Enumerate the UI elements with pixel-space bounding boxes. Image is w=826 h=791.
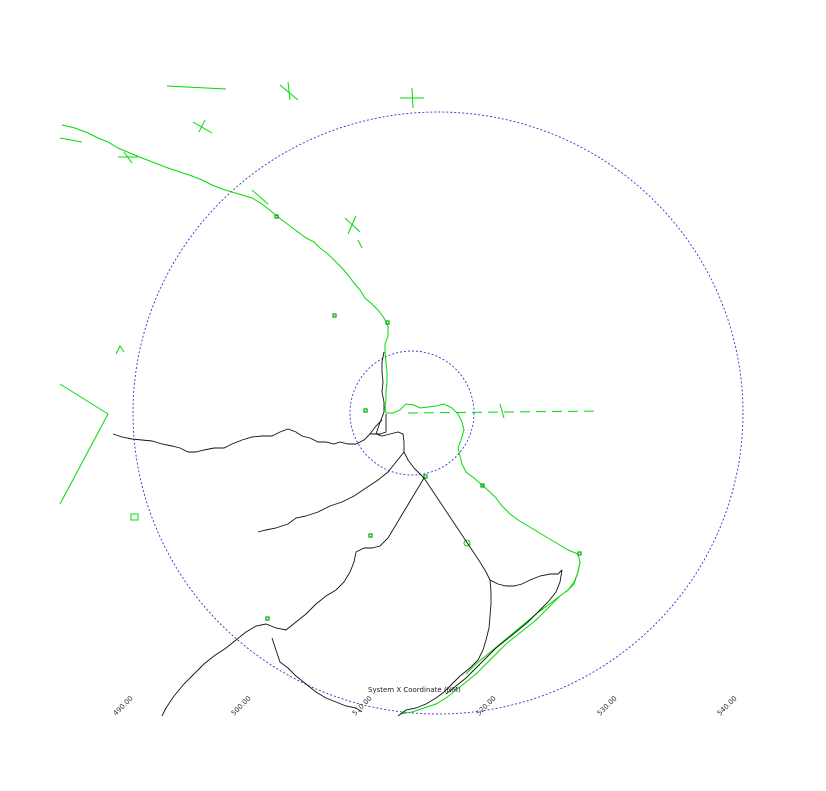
cross-mark-3a [192, 121, 213, 134]
road-south-long [161, 477, 425, 717]
short-segment-west [59, 137, 83, 143]
station-marker-2 [332, 313, 337, 318]
inner-range-ring [349, 350, 475, 476]
cross-mark-1b [287, 81, 291, 101]
road-layer [112, 351, 563, 717]
cross-mark-5b [347, 215, 357, 235]
x-axis: 490.00 500.00 510.00 520.00 530.00 540.0… [112, 686, 739, 717]
x-tick-label: 490.00 [112, 694, 135, 717]
cross-mark-2b [411, 87, 414, 109]
coastline-layer [59, 81, 601, 715]
x-axis-title: System X Coordinate (NM) [368, 686, 461, 694]
western-boundary [59, 383, 109, 505]
station-marker-7 [368, 533, 373, 538]
dashed-boundary-line [407, 410, 601, 414]
station-marker-6 [480, 483, 485, 488]
station-marker-9 [265, 616, 270, 621]
x-tick-label: 500.00 [230, 694, 253, 717]
outer-range-ring [132, 111, 744, 715]
cross-mark-6a [251, 189, 269, 205]
road-inner-branch [370, 414, 387, 435]
road-west [112, 419, 383, 453]
road-coast-south [445, 569, 563, 695]
coastline-return-south [565, 561, 581, 593]
cross-mark-4b [123, 151, 133, 164]
cross-mark-3b [198, 119, 206, 133]
station-marker-1 [274, 214, 279, 219]
station-marker-4 [363, 408, 368, 413]
x-tick-label: 510.00 [351, 694, 374, 717]
station-marker-5 [423, 474, 428, 479]
station-marker-8 [577, 551, 582, 556]
short-segment-top [166, 85, 227, 90]
green-circle-marker [463, 539, 471, 547]
x-tick-label: 520.00 [475, 694, 498, 717]
boundary-crossmark [499, 403, 505, 419]
road-main-trunk [375, 351, 425, 479]
x-tick-label: 530.00 [596, 694, 619, 717]
road-se-long [423, 477, 563, 587]
road-southwest-lower [271, 637, 363, 713]
road-sw-branch [257, 451, 405, 533]
station-markers [265, 214, 582, 621]
coastline-inner-branch [465, 595, 561, 675]
x-tick-label: 540.00 [716, 694, 739, 717]
green-box-marker-1 [130, 513, 139, 521]
station-marker-3 [385, 320, 390, 325]
road-east-spur [397, 579, 492, 717]
coastline [61, 124, 581, 715]
range-rings [132, 111, 744, 715]
caret-mark [115, 345, 125, 355]
short-tick-1 [357, 239, 363, 249]
